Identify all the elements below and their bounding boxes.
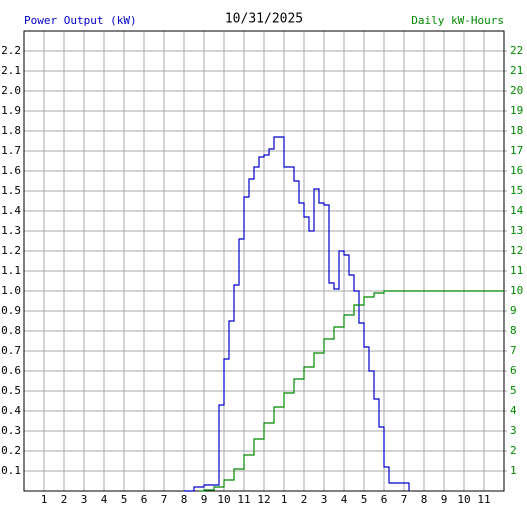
y-tick-label: 0.9 — [1, 304, 21, 317]
y-tick-label: 2.2 — [1, 44, 21, 57]
y-axis-label: Power Output (kW) — [24, 14, 137, 27]
x-tick-label: 1 — [281, 493, 288, 506]
y2-tick-label: 11 — [510, 264, 523, 277]
x-tick-label: 12 — [257, 493, 270, 506]
x-tick-label: 9 — [201, 493, 208, 506]
y-tick-label: 0.2 — [1, 444, 21, 457]
y2-tick-label: 17 — [510, 144, 523, 157]
y-tick-label: 2.0 — [1, 84, 21, 97]
x-tick-label: 10 — [457, 493, 470, 506]
plot-border — [23, 30, 505, 492]
y-tick-label: 1.0 — [1, 284, 21, 297]
y-tick-label: 1.7 — [1, 144, 21, 157]
x-tick-label: 1 — [41, 493, 48, 506]
x-tick-label: 2 — [301, 493, 308, 506]
y2-tick-label: 22 — [510, 44, 523, 57]
y2-tick-label: 4 — [510, 404, 517, 417]
data-line — [199, 290, 504, 492]
x-tick-label: 11 — [477, 493, 490, 506]
y-tick-label: 1.4 — [1, 204, 21, 217]
y2-tick-label: 1 — [510, 464, 517, 477]
y2-tick-label: 19 — [510, 104, 523, 117]
y-tick-label: 0.1 — [1, 464, 21, 477]
y2-tick-label: 16 — [510, 164, 523, 177]
y2-tick-label: 15 — [510, 184, 523, 197]
x-tick-label: 5 — [361, 493, 368, 506]
y-tick-label: 1.9 — [1, 104, 21, 117]
y-tick-label: 1.5 — [1, 184, 21, 197]
y2-tick-label: 12 — [510, 244, 523, 257]
x-tick-label: 7 — [161, 493, 168, 506]
x-tick-label: 10 — [217, 493, 230, 506]
y2-axis-label: Daily kW-Hours — [411, 14, 504, 27]
y-tick-label: 1.8 — [1, 124, 21, 137]
y2-tick-label: 6 — [510, 364, 517, 377]
y2-tick-label: 18 — [510, 124, 523, 137]
y2-tick-label: 14 — [510, 204, 524, 217]
data-line — [184, 136, 410, 492]
x-tick-label: 4 — [101, 493, 108, 506]
x-tick-label: 6 — [381, 493, 388, 506]
y2-tick-label: 8 — [510, 324, 517, 337]
x-tick-label: 9 — [441, 493, 448, 506]
y-tick-label: 1.1 — [1, 264, 21, 277]
y-tick-label: 0.6 — [1, 364, 21, 377]
x-tick-label: 8 — [181, 493, 188, 506]
x-tick-label: 4 — [341, 493, 348, 506]
y-tick-label: 0.3 — [1, 424, 21, 437]
y2-tick-label: 7 — [510, 344, 517, 357]
y2-tick-label: 13 — [510, 224, 523, 237]
y2-tick-label: 5 — [510, 384, 517, 397]
y2-tick-label: 20 — [510, 84, 523, 97]
x-tick-label: 3 — [81, 493, 88, 506]
y-tick-label: 0.5 — [1, 384, 21, 397]
x-tick-label: 3 — [321, 493, 328, 506]
y2-tick-label: 2 — [510, 444, 517, 457]
y-tick-label: 2.1 — [1, 64, 21, 77]
y-tick-label: 1.2 — [1, 244, 21, 257]
y2-tick-label: 3 — [510, 424, 517, 437]
y2-tick-label: 21 — [510, 64, 523, 77]
y-tick-label: 1.6 — [1, 164, 21, 177]
x-tick-label: 8 — [421, 493, 428, 506]
y-tick-label: 0.4 — [1, 404, 21, 417]
y2-tick-label: 9 — [510, 304, 517, 317]
x-tick-label: 2 — [61, 493, 68, 506]
x-tick-label: 11 — [237, 493, 250, 506]
x-tick-label: 6 — [141, 493, 148, 506]
y2-tick-label: 10 — [510, 284, 523, 297]
x-tick-label: 5 — [121, 493, 128, 506]
y-tick-label: 1.3 — [1, 224, 21, 237]
y-tick-label: 0.7 — [1, 344, 21, 357]
x-tick-label: 7 — [401, 493, 408, 506]
y-tick-label: 0.8 — [1, 324, 21, 337]
chart-title: 10/31/2025 — [225, 12, 303, 27]
